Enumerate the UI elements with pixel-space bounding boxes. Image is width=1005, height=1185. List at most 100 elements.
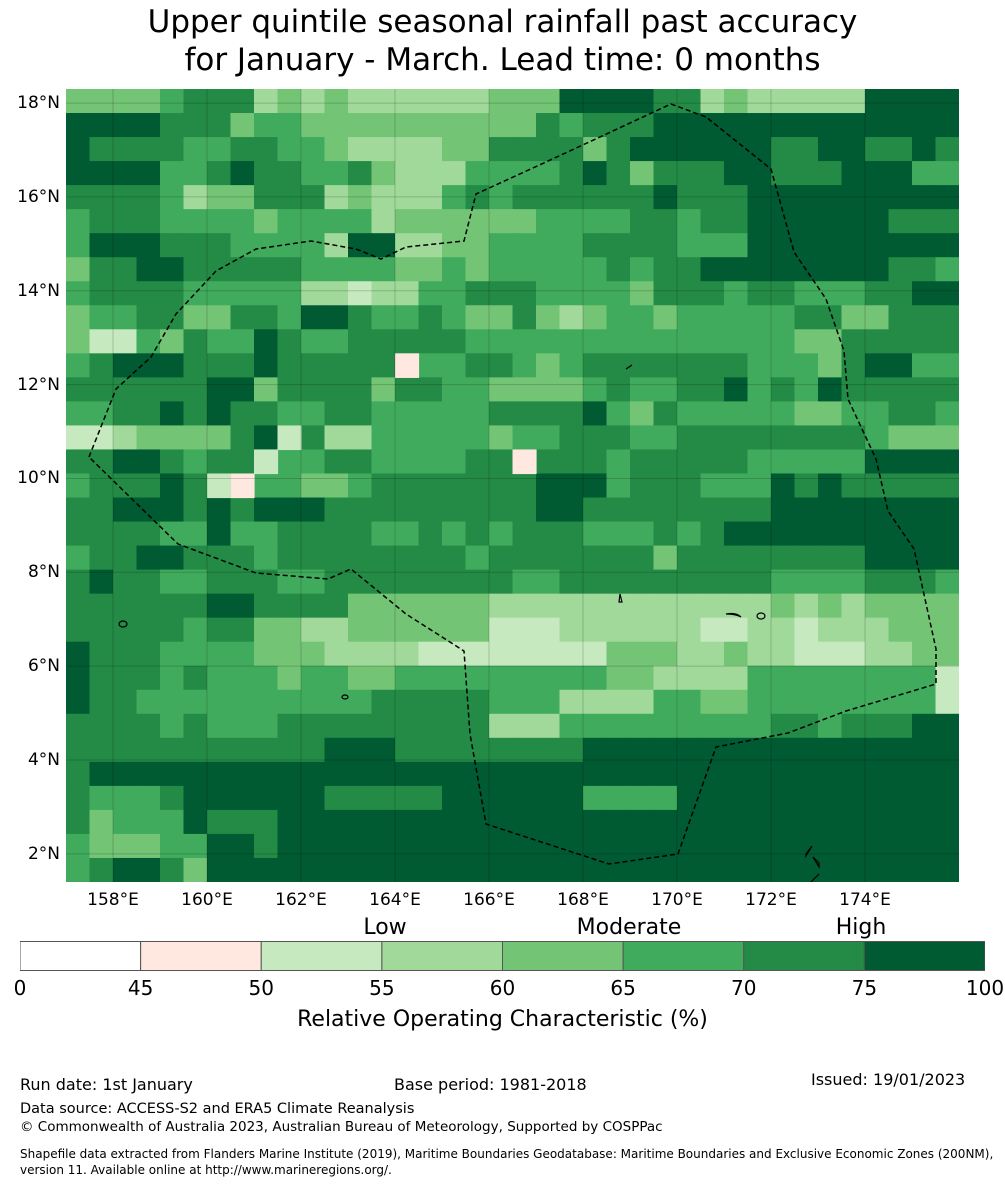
roc-grid-cell <box>559 161 584 186</box>
roc-grid-cell <box>865 617 890 643</box>
longitude-label: 168°E <box>557 890 609 910</box>
roc-grid-cell <box>606 209 631 234</box>
roc-grid-cell <box>771 665 796 691</box>
roc-grid-cell <box>230 689 255 715</box>
roc-grid-cell <box>841 185 866 210</box>
roc-grid-cell <box>747 617 772 643</box>
roc-grid-cell <box>606 185 631 210</box>
roc-grid-cell <box>489 689 514 715</box>
roc-grid-cell <box>113 665 138 691</box>
roc-grid-cell <box>254 281 279 306</box>
roc-grid-cell <box>207 89 232 114</box>
roc-grid-cell <box>559 857 584 882</box>
roc-grid-cell <box>559 713 584 739</box>
roc-grid-cell <box>677 713 702 739</box>
roc-grid-cell <box>841 593 866 619</box>
roc-grid-cell <box>348 833 373 859</box>
roc-grid-cell <box>348 281 373 306</box>
roc-grid-cell <box>512 521 537 547</box>
roc-grid-cell <box>653 281 678 306</box>
roc-grid-cell <box>89 233 114 258</box>
roc-grid-cell <box>136 233 161 258</box>
roc-grid-cell <box>536 521 561 547</box>
roc-grid-cell <box>277 713 302 739</box>
colorbar-segment <box>743 941 865 971</box>
roc-grid-cell <box>277 857 302 882</box>
roc-grid-cell <box>841 473 866 499</box>
roc-grid-cell <box>371 233 396 258</box>
roc-grid-cell <box>559 569 584 595</box>
roc-grid-cell <box>207 233 232 258</box>
roc-grid-cell <box>630 689 655 715</box>
roc-grid-cell <box>512 833 537 859</box>
roc-grid-cell <box>841 137 866 162</box>
roc-grid-cell <box>254 401 279 427</box>
roc-grid-cell <box>583 665 608 691</box>
roc-grid-cell <box>583 329 608 354</box>
roc-grid-cell <box>136 545 161 571</box>
roc-grid-cell <box>888 761 913 787</box>
roc-grid-cell <box>160 185 185 210</box>
roc-grid-cell <box>724 473 749 499</box>
roc-grid-cell <box>700 857 725 882</box>
roc-grid-cell <box>559 113 584 138</box>
roc-grid-cell <box>136 521 161 547</box>
roc-grid-cell <box>348 473 373 499</box>
roc-grid-cell <box>395 521 420 547</box>
roc-grid-cell <box>254 353 279 378</box>
run-date: Run date: 1st January <box>20 1075 193 1094</box>
roc-grid-cell <box>912 161 937 186</box>
roc-grid-cell <box>160 401 185 427</box>
base-period: Base period: 1981-2018 <box>394 1075 587 1094</box>
roc-grid-cell <box>724 89 749 114</box>
roc-grid-cell <box>583 185 608 210</box>
roc-grid-cell <box>935 689 959 715</box>
roc-grid-cell <box>606 401 631 427</box>
roc-grid-cell <box>324 617 349 643</box>
roc-grid-cell <box>348 785 373 811</box>
roc-grid-cell <box>841 521 866 547</box>
roc-grid-cell <box>301 329 326 354</box>
roc-grid-cell <box>418 401 443 427</box>
roc-grid-cell <box>348 569 373 595</box>
roc-grid-cell <box>677 665 702 691</box>
roc-grid-cell <box>818 833 843 859</box>
roc-grid-cell <box>113 473 138 499</box>
roc-grid-cell <box>536 233 561 258</box>
roc-grid-cell <box>630 473 655 499</box>
roc-grid-cell <box>442 353 467 378</box>
colorbar-tick: 50 <box>248 976 274 1000</box>
roc-grid-cell <box>324 281 349 306</box>
roc-grid-cell <box>160 449 185 475</box>
roc-grid-cell <box>348 305 373 330</box>
roc-grid-cell <box>912 305 937 330</box>
roc-grid-cell <box>230 665 255 691</box>
roc-grid-cell <box>818 401 843 427</box>
roc-grid-cell <box>794 377 819 402</box>
roc-grid-cell <box>113 425 138 451</box>
roc-grid-cell <box>183 689 208 715</box>
roc-grid-cell <box>794 473 819 499</box>
roc-grid-cell <box>489 89 514 114</box>
roc-grid-cell <box>136 305 161 330</box>
roc-grid-cell <box>465 617 490 643</box>
roc-grid-cell <box>183 665 208 691</box>
roc-grid-cell <box>442 497 467 523</box>
roc-grid-cell <box>724 497 749 523</box>
roc-grid-cell <box>630 185 655 210</box>
roc-grid-cell <box>747 833 772 859</box>
roc-grid-cell <box>794 521 819 547</box>
roc-grid-cell <box>324 305 349 330</box>
roc-grid-cell <box>747 353 772 378</box>
roc-grid-cell <box>348 809 373 835</box>
roc-grid-cell <box>254 665 279 691</box>
roc-grid-cell <box>301 89 326 114</box>
roc-grid-cell <box>912 545 937 571</box>
roc-grid-cell <box>865 545 890 571</box>
roc-grid-cell <box>865 737 890 763</box>
roc-grid-cell <box>771 833 796 859</box>
roc-grid-cell <box>818 209 843 234</box>
roc-grid-cell <box>865 257 890 282</box>
roc-grid-cell <box>254 761 279 787</box>
roc-grid-cell <box>794 809 819 835</box>
